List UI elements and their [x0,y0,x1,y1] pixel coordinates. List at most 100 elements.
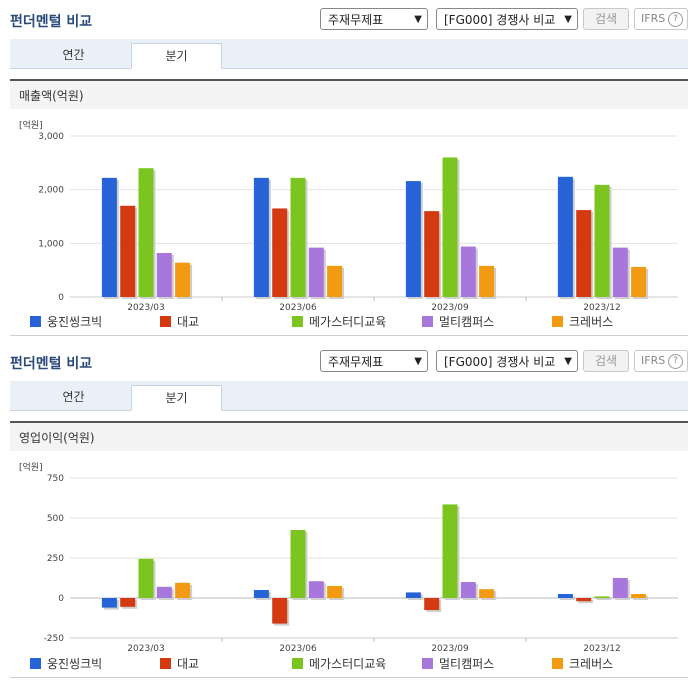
legend-item[interactable]: 메가스터디교육 [292,313,386,330]
bar[interactable] [424,211,440,297]
y-tick-label: 250 [47,554,64,564]
bar[interactable] [101,598,117,608]
legend-item[interactable]: 대교 [160,655,199,672]
legend-item[interactable]: 메가스터디교육 [292,655,386,672]
y-tick-label: 0 [58,293,64,303]
peer-group-select[interactable]: [FG000] 경쟁사 비교 ▼ [436,350,578,372]
bar[interactable] [612,247,628,297]
bar[interactable] [175,582,191,598]
y-tick-label: 0 [58,594,64,604]
tab-quarterly[interactable]: 분기 [131,43,222,69]
bar[interactable] [576,210,592,297]
y-tick-label: 750 [47,474,64,484]
legend-item[interactable]: 크레버스 [552,313,613,330]
bar[interactable] [253,177,269,297]
bar[interactable] [479,265,495,297]
bar[interactable] [442,157,458,297]
x-tick-label: 2023/03 [127,644,164,654]
bar[interactable] [594,596,610,598]
chevron-down-icon: ▼ [414,14,422,25]
fundamental-comparison-section-operating-profit: 펀더멘털 비교 주재무제표 ▼ [FG000] 경쟁사 비교 ▼ 검색 IFRS… [0,342,696,684]
bar[interactable] [576,598,592,602]
bar[interactable] [442,504,458,598]
x-tick-label: 2023/09 [431,303,469,313]
bar[interactable] [253,590,269,598]
unit-label: [억원] [19,463,43,473]
bar[interactable] [290,530,306,598]
legend-label: 멀티캠퍼스 [439,315,495,329]
ifrs-button[interactable]: IFRS ? [634,8,688,30]
legend-label: 크레버스 [569,657,614,671]
tab-annual[interactable]: 연간 [62,390,85,404]
chart-header: 영업이익(억원) [10,421,688,451]
bar[interactable] [405,181,421,297]
bar-shadow [596,598,612,600]
search-button[interactable]: 검색 [583,350,629,372]
chevron-down-icon: ▼ [414,356,422,367]
bar[interactable] [479,589,495,598]
legend-label: 웅진씽크빅 [47,657,103,671]
bar[interactable] [156,252,172,297]
bar[interactable] [272,598,288,624]
statement-type-select[interactable]: 주재무제표 ▼ [320,350,428,372]
legend-item[interactable]: 웅진씽크빅 [30,313,102,330]
chart-title: 영업이익(억원) [19,431,95,445]
chart-legend: 웅진씽크빅 대교 메가스터디교육 멀티캠퍼스 크레버스 [30,313,680,329]
period-tabs: 연간 분기 [10,39,688,69]
chevron-down-icon: ▼ [564,356,572,367]
bar[interactable] [120,205,136,297]
legend-item[interactable]: 크레버스 [552,655,613,672]
legend-swatch [30,658,41,669]
ifrs-label: IFRS [641,12,666,25]
bar[interactable] [120,598,136,607]
bar[interactable] [424,598,440,610]
peer-group-value: [FG000] 경쟁사 비교 [444,13,556,27]
unit-label: [억원] [19,121,43,131]
help-icon[interactable]: ? [668,12,683,27]
bar[interactable] [308,247,324,297]
bar[interactable] [175,262,191,297]
bar[interactable] [308,581,324,598]
bar[interactable] [557,594,573,598]
bar[interactable] [460,582,476,598]
section-title: 펀더멘털 비교 [10,356,93,372]
legend-swatch [552,658,563,669]
bar[interactable] [272,208,288,297]
legend-swatch [160,658,171,669]
help-icon[interactable]: ? [668,354,683,369]
bar[interactable] [631,266,647,297]
divider [10,335,688,336]
legend-label: 메가스터디교육 [309,315,387,329]
legend-item[interactable]: 멀티캠퍼스 [422,313,494,330]
tab-annual[interactable]: 연간 [62,48,85,62]
legend-item[interactable]: 웅진씽크빅 [30,655,102,672]
bar[interactable] [101,177,117,297]
bar[interactable] [631,594,647,598]
section-header: 펀더멘털 비교 주재무제표 ▼ [FG000] 경쟁사 비교 ▼ 검색 IFRS… [0,342,696,380]
tab-quarterly[interactable]: 분기 [131,385,222,411]
peer-group-select[interactable]: [FG000] 경쟁사 비교 ▼ [436,8,578,30]
bar[interactable] [327,586,343,598]
bar[interactable] [156,586,172,598]
bar[interactable] [138,168,154,297]
bar[interactable] [327,265,343,297]
legend-item[interactable]: 멀티캠퍼스 [422,655,494,672]
x-tick-label: 2023/09 [431,644,469,654]
bar[interactable] [290,177,306,297]
search-button[interactable]: 검색 [583,8,629,30]
divider [10,677,688,678]
bar[interactable] [594,184,610,297]
peer-group-value: [FG000] 경쟁사 비교 [444,355,556,369]
ifrs-button[interactable]: IFRS ? [634,350,688,372]
legend-label: 웅진씽크빅 [47,315,103,329]
sales-bar-chart: 0 1,000 2,000 3,000 2023/03 2023/06 2023/09 202… [38,132,678,313]
statement-type-select[interactable]: 주재무제표 ▼ [320,8,428,30]
bar[interactable] [460,246,476,297]
chart-legend: 웅진씽크빅 대교 메가스터디교육 멀티캠퍼스 크레버스 [30,655,680,671]
legend-item[interactable]: 대교 [160,313,199,330]
bar[interactable] [405,592,421,598]
bar[interactable] [612,578,628,598]
section-header: 펀더멘털 비교 주재무제표 ▼ [FG000] 경쟁사 비교 ▼ 검색 IFRS… [0,0,696,38]
bar[interactable] [138,558,154,598]
bar[interactable] [557,176,573,297]
